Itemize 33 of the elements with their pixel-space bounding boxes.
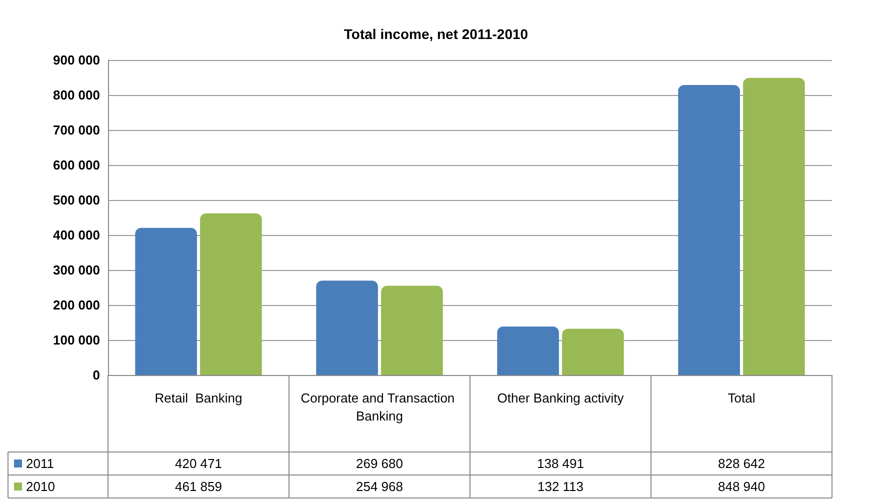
bar — [200, 213, 262, 375]
y-tick-label: 0 — [92, 368, 100, 382]
legend-label: 2010 — [26, 479, 55, 494]
x-tick-label: Corporate and Transaction Banking — [300, 390, 458, 424]
y-tick-label: 600 000 — [53, 158, 100, 172]
data-label: 461 859 — [175, 479, 222, 494]
data-label: 420 471 — [175, 456, 222, 471]
bar — [316, 280, 378, 375]
y-tick-label: 400 000 — [53, 228, 100, 242]
legend-label: 2011 — [26, 456, 54, 471]
x-tick-label: Retail Banking — [154, 390, 242, 406]
bar — [135, 228, 197, 375]
y-tick-label: 500 000 — [53, 192, 100, 208]
data-label: 254 968 — [356, 479, 403, 494]
bar — [562, 328, 624, 375]
y-tick-label: 100 000 — [53, 332, 100, 348]
data-label: 138 491 — [537, 456, 584, 471]
data-label: 828 642 — [718, 456, 765, 471]
x-tick-label: Other Banking activity — [497, 390, 624, 406]
x-tick-label: Total — [728, 390, 756, 406]
y-tick-label: 200 000 — [53, 298, 100, 312]
bar — [678, 84, 740, 375]
y-tick-label: 300 000 — [53, 262, 100, 278]
data-label: 269 680 — [356, 456, 403, 471]
data-label: 132 113 — [537, 479, 584, 494]
bar — [497, 326, 559, 375]
y-tick-label: 700 000 — [53, 122, 100, 138]
bar — [381, 286, 443, 375]
data-label: 848 940 — [718, 479, 765, 494]
y-tick-label: 900 000 — [53, 52, 100, 68]
chart-title: Total income, net 2011-2010 — [344, 26, 528, 42]
bar — [743, 78, 805, 375]
y-tick-label: 800 000 — [53, 88, 100, 102]
